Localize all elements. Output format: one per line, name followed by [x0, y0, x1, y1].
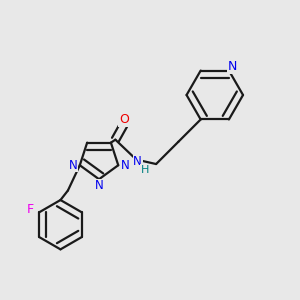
Text: H: H [141, 165, 149, 175]
Text: N: N [133, 154, 142, 168]
Text: N: N [228, 61, 237, 74]
Text: N: N [95, 179, 103, 192]
Text: F: F [27, 203, 34, 217]
Text: O: O [119, 113, 129, 126]
Text: N: N [120, 159, 129, 172]
Text: N: N [69, 159, 78, 172]
